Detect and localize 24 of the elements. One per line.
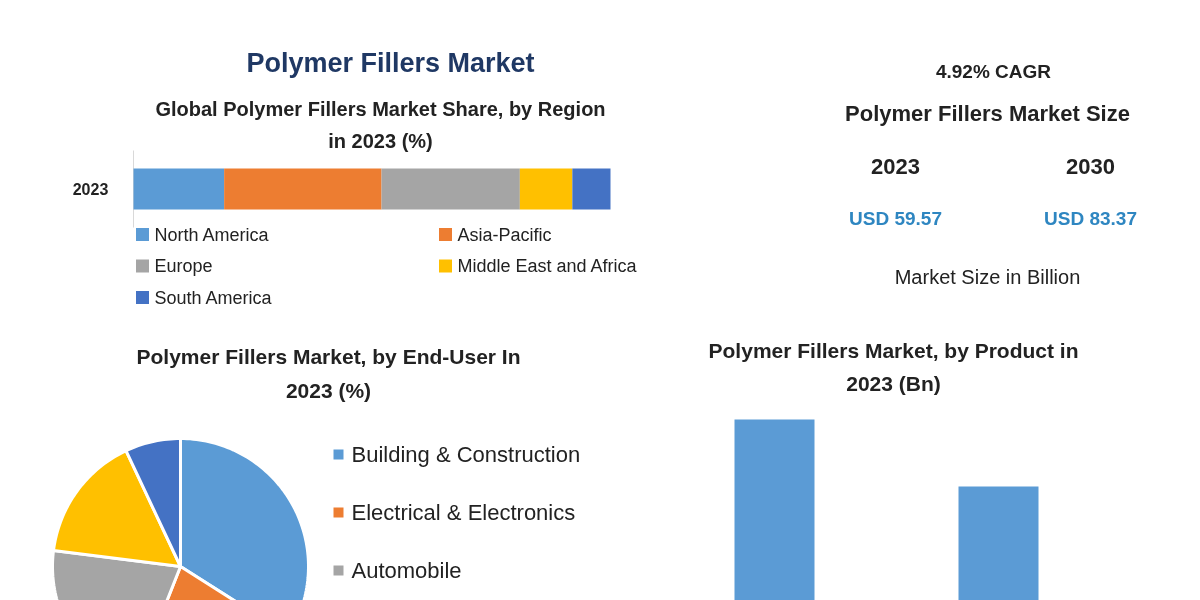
legend-label: North America — [154, 224, 270, 245]
chart-title: Polymer Fillers Market, by End-User In 2023 (%) — [136, 345, 521, 402]
legend-label: Building & Construction — [351, 442, 581, 467]
data-label: USD 83.37 — [1044, 208, 1137, 229]
chart-title: Global Polymer Fillers Market Share, by Region in 2023 (%) — [155, 97, 606, 152]
legend-label: Electrical & Electronics — [351, 500, 576, 525]
text: Polymer Fillers Market — [246, 47, 535, 78]
text: 4.92% CAGR — [935, 61, 1052, 82]
legend-label: Europe — [154, 256, 213, 276]
legend-label: Asia-Pacific — [457, 224, 552, 245]
legend-label: Automobile — [351, 558, 462, 583]
text: Market Size in Billion — [894, 265, 1081, 288]
category-label: 2023 — [871, 154, 920, 179]
chart-title: Polymer Fillers Market, by Product in 2023 (Bn) — [708, 339, 1079, 395]
data-label: USD 59.57 — [849, 208, 942, 229]
bar — [381, 168, 520, 210]
legend-label: Middle East and Africa — [457, 256, 638, 276]
text: Polymer Fillers Market Size — [845, 101, 1130, 126]
category-label: 2030 — [1066, 154, 1115, 179]
bar — [133, 168, 225, 210]
legend-label: South America — [154, 287, 273, 308]
bar — [572, 168, 611, 210]
bar — [224, 168, 382, 210]
bar — [519, 168, 573, 210]
